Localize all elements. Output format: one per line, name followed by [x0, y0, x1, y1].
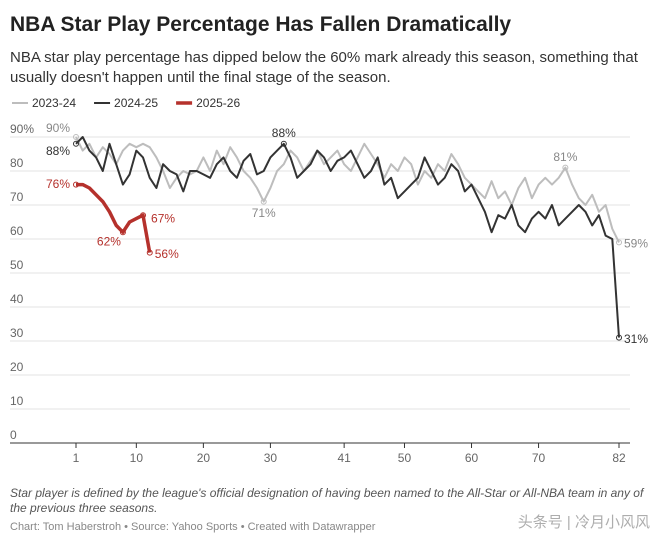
- label-dot: [140, 212, 147, 219]
- x-tick-label: 30: [264, 451, 278, 465]
- label-dot: [146, 249, 153, 256]
- y-tick-label: 20: [10, 360, 24, 374]
- x-tick-label: 41: [337, 451, 351, 465]
- legend-label: 2025-26: [196, 96, 240, 110]
- x-tick-label: 10: [130, 451, 144, 465]
- label-dot: [73, 181, 79, 188]
- y-tick-label: 60: [10, 224, 24, 238]
- chart-subtitle: NBA star play percentage has dipped belo…: [10, 49, 639, 86]
- x-tick-label: 70: [532, 451, 546, 465]
- y-tick-label: 0: [10, 428, 17, 442]
- watermark: 头条号 | 冷月小风风: [518, 514, 650, 531]
- x-tick-label: 60: [465, 451, 479, 465]
- x-tick-label: 1: [73, 451, 80, 465]
- x-tick-label: 50: [398, 451, 412, 465]
- chart-note: Star player is defined by the league's o…: [10, 486, 645, 515]
- label-dot: [616, 334, 622, 341]
- data-label: 62%: [97, 234, 121, 248]
- legend-label: 2024-25: [114, 96, 158, 110]
- y-tick-label: 70: [10, 190, 24, 204]
- data-label: 59%: [624, 237, 648, 251]
- y-tick-label: 40: [10, 292, 24, 306]
- label-dot: [562, 164, 569, 171]
- data-label: 71%: [252, 206, 276, 220]
- series-line: [75, 136, 620, 338]
- x-tick-label: 82: [612, 451, 626, 465]
- series-line: [75, 136, 620, 243]
- label-dot: [260, 198, 267, 205]
- y-tick-label: 50: [10, 258, 24, 272]
- data-label: 88%: [46, 144, 70, 158]
- label-dot: [73, 134, 79, 140]
- label-dot: [119, 229, 126, 236]
- y-tick-label: 90%: [10, 122, 34, 136]
- data-label: 31%: [624, 332, 648, 346]
- series-line: [76, 182, 152, 253]
- label-dot: [73, 140, 79, 147]
- chart-source: Chart: Tom Haberstroh • Source: Yahoo Sp…: [10, 521, 376, 533]
- x-tick-label: 20: [197, 451, 211, 465]
- data-label: 88%: [272, 126, 296, 140]
- y-tick-label: 30: [10, 326, 24, 340]
- label-dot: [280, 140, 287, 147]
- data-label: 81%: [553, 150, 577, 164]
- legend-label: 2023-24: [32, 96, 76, 110]
- y-tick-label: 80: [10, 156, 24, 170]
- data-label: 67%: [151, 211, 175, 225]
- data-label: 76%: [46, 177, 70, 191]
- label-dot: [616, 239, 622, 246]
- chart-title: NBA Star Play Percentage Has Fallen Dram…: [10, 13, 511, 36]
- y-tick-label: 10: [10, 394, 24, 408]
- data-label: 90%: [46, 121, 70, 135]
- data-label: 56%: [155, 247, 179, 261]
